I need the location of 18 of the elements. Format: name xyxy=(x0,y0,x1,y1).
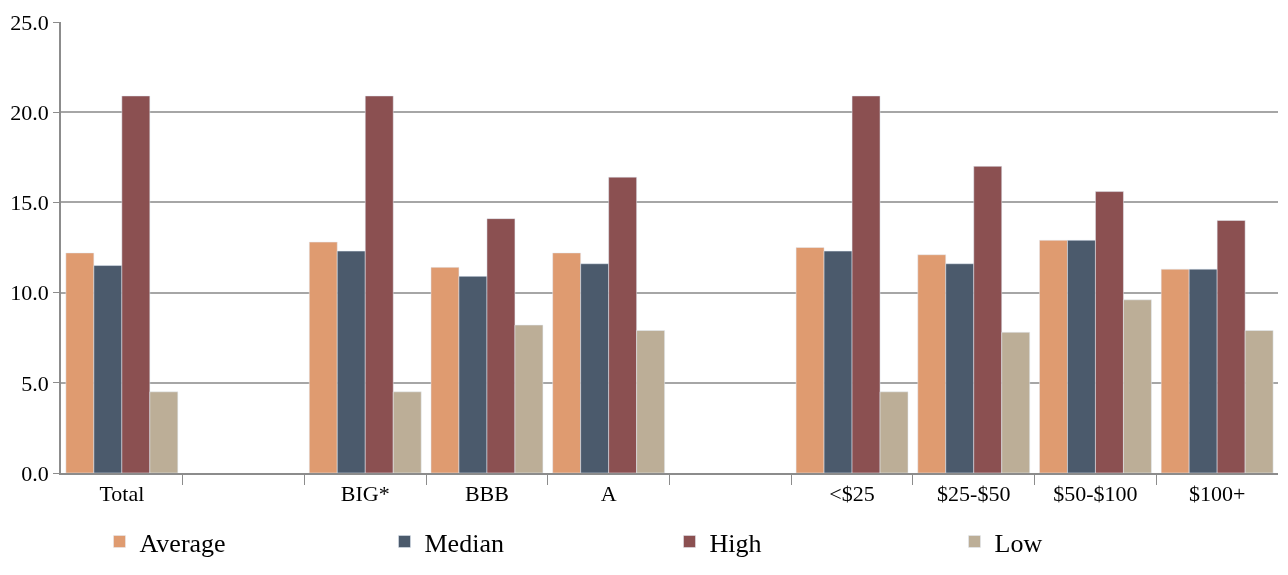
x-tick-label: Total xyxy=(99,481,145,507)
x-tick-label: $50-$100 xyxy=(1053,481,1138,507)
y-tick-label: 0.0 xyxy=(21,460,49,486)
y-tick-label: 5.0 xyxy=(21,370,49,396)
y-tick-label: 20.0 xyxy=(10,99,49,125)
legend-label: Median xyxy=(424,528,504,558)
y-tick-label: 10.0 xyxy=(10,280,49,306)
legend-label: Average xyxy=(139,528,226,558)
x-tick-label: BBB xyxy=(464,481,509,507)
x-tick-label: BIG* xyxy=(340,481,390,507)
x-tick-label: $100+ xyxy=(1188,481,1246,507)
legend-label: High xyxy=(709,528,762,558)
x-tick-label: <$25 xyxy=(829,481,875,507)
x-tick-label: $25-$50 xyxy=(937,481,1011,507)
x-tick-label: A xyxy=(600,481,617,507)
y-tick-label: 15.0 xyxy=(10,190,49,216)
legend-label: Low xyxy=(994,528,1043,558)
y-tick-label: 25.0 xyxy=(10,9,49,35)
